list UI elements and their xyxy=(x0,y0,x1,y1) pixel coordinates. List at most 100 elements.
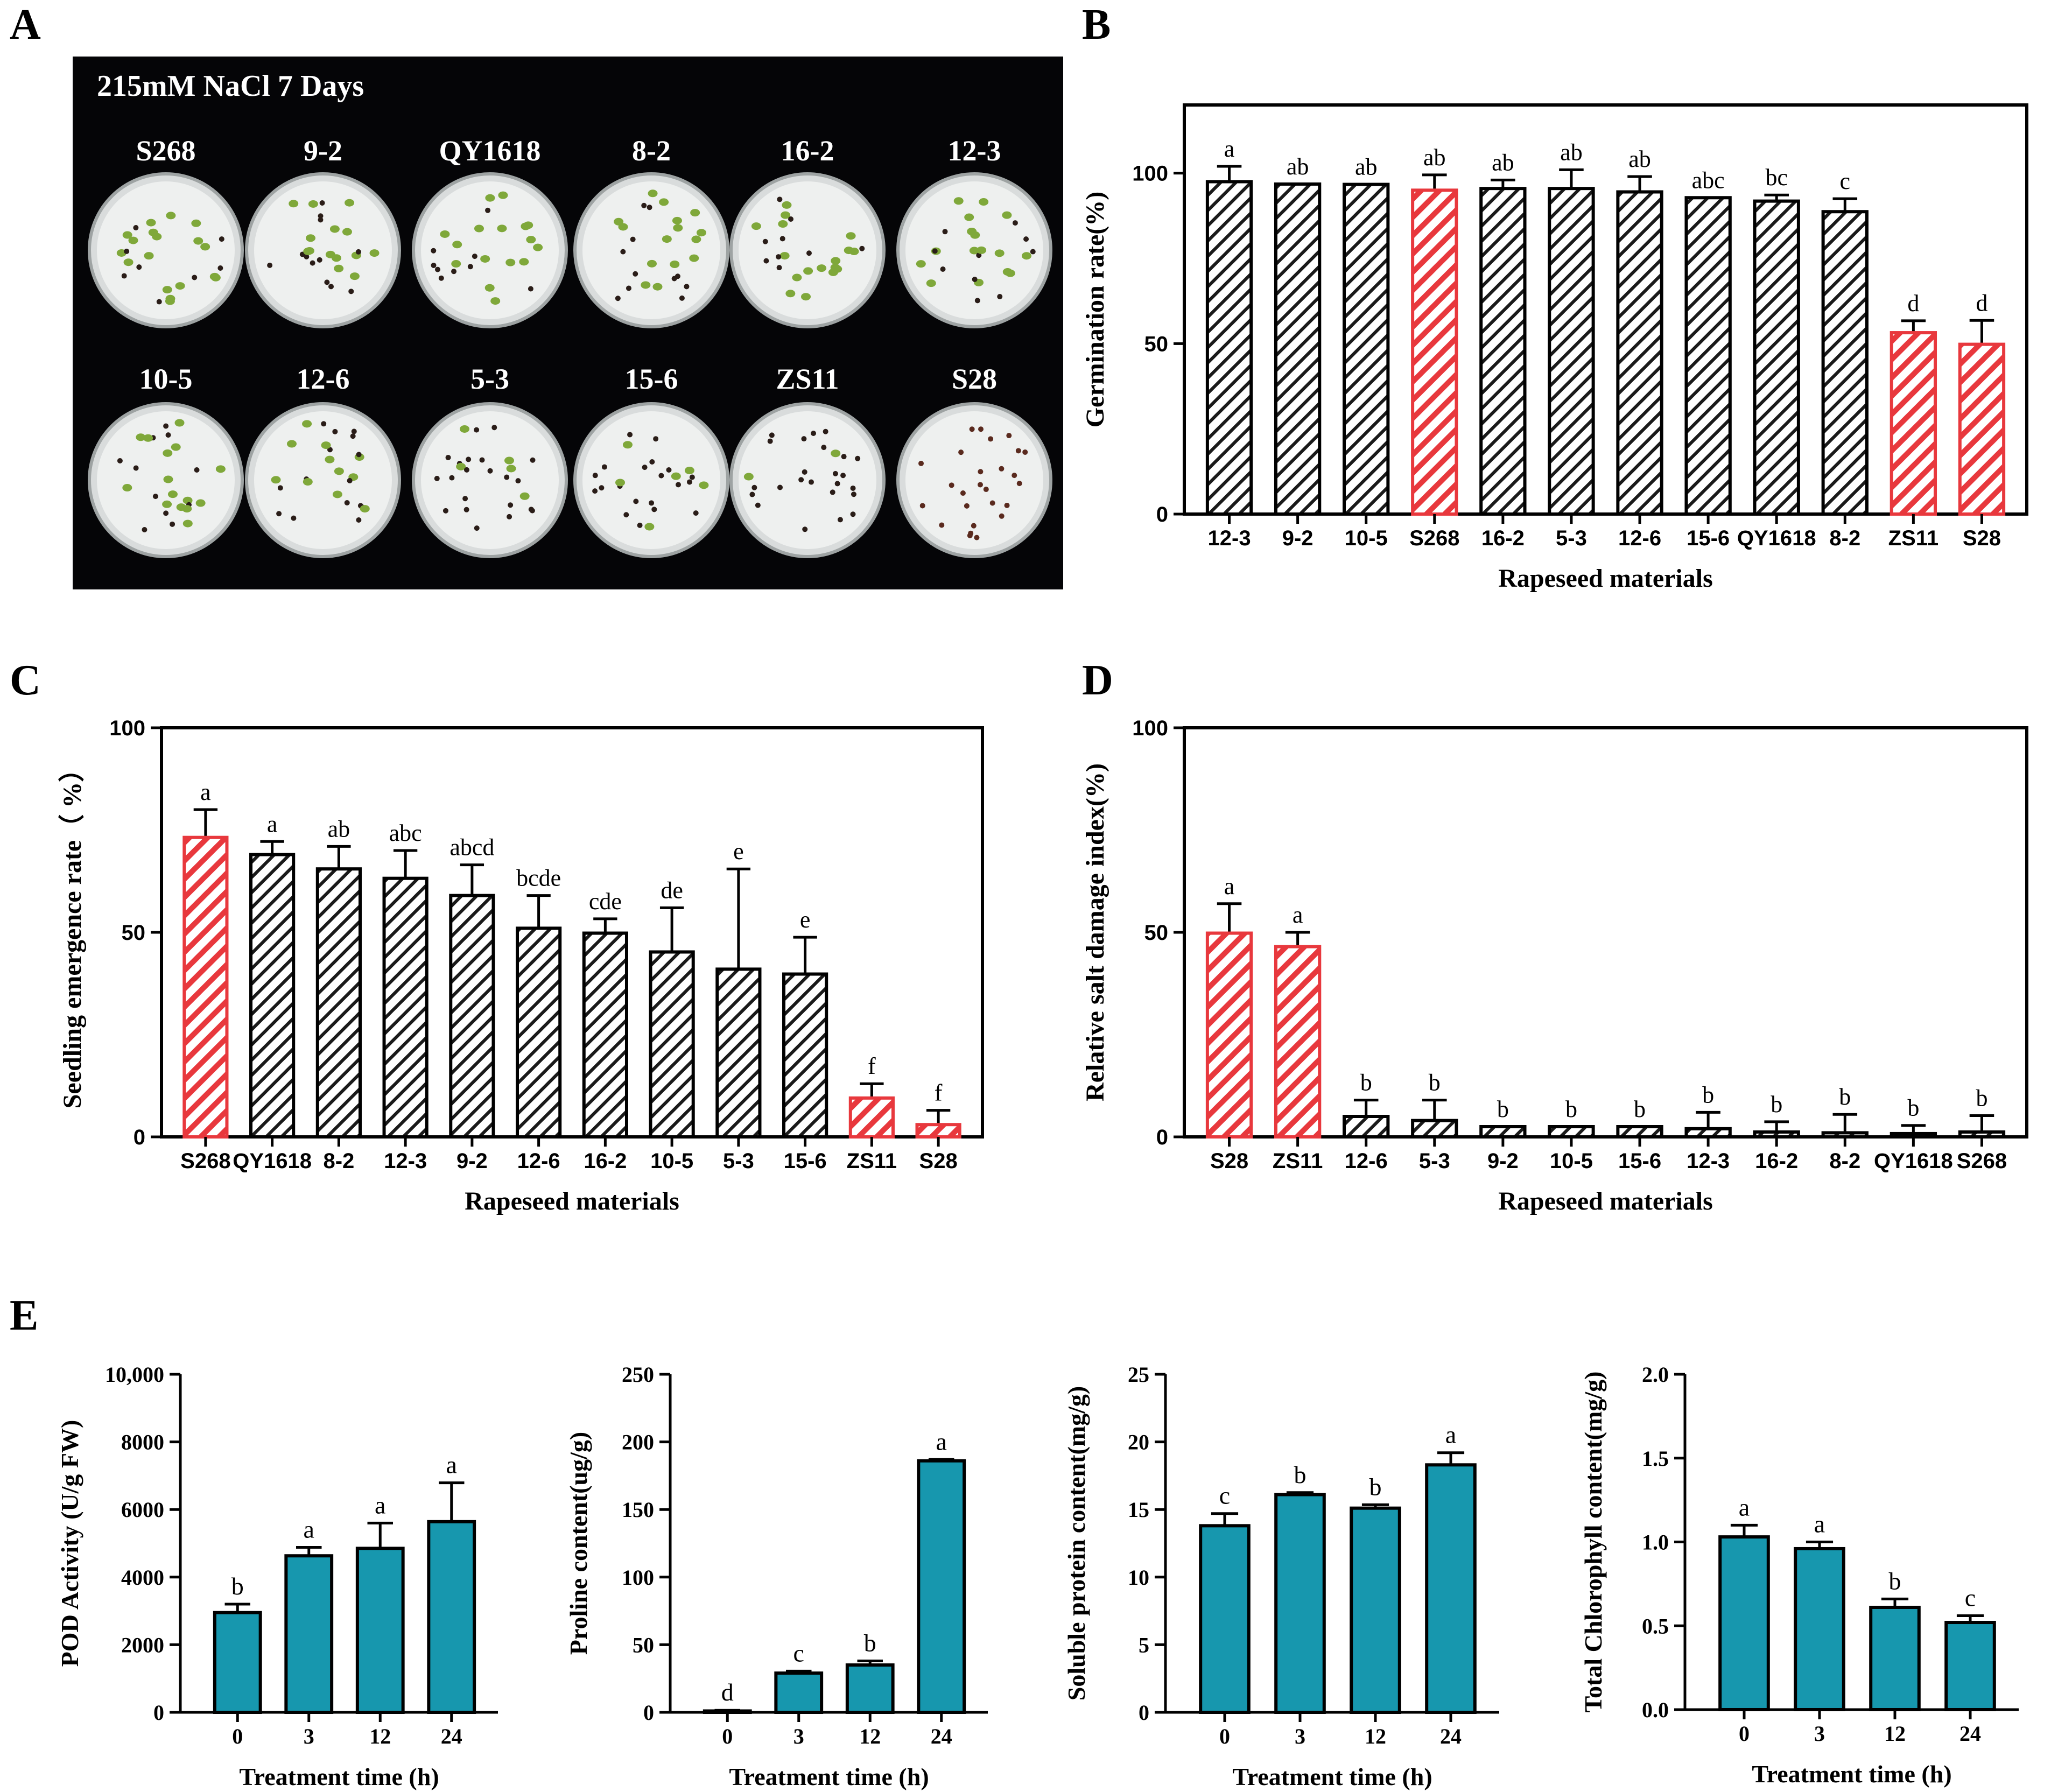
seedling xyxy=(210,273,221,282)
y-tick-label: 100 xyxy=(1132,162,1168,186)
bar xyxy=(449,894,495,1139)
seedling xyxy=(459,425,469,433)
x-tick-label: 12-6 xyxy=(1618,526,1661,550)
seedling xyxy=(519,258,529,266)
y-tick-label: 0 xyxy=(134,1126,145,1149)
seed xyxy=(988,436,994,442)
seed xyxy=(529,508,535,514)
seed xyxy=(592,473,598,479)
y-tick-label: 0 xyxy=(1156,503,1168,526)
seed xyxy=(788,216,794,222)
salt-damage-index-chart: 0 50 100 a S28 a ZS11 b 12-6 b 5-3 b 9-2 b 10-5 b 15-6 b 1… xyxy=(1081,716,2028,1215)
chlorophyll-content-chart: 0.0 0.5 1.0 1.5 2.0 a 0 a 3 b 12 c 24 Treatment time … xyxy=(1579,1362,2019,1788)
seed xyxy=(649,500,655,506)
x-tick-label: 16-2 xyxy=(1755,1149,1798,1173)
significance-letter: b xyxy=(1702,1081,1714,1108)
seedling xyxy=(485,194,495,202)
seed xyxy=(821,445,827,451)
seed xyxy=(832,470,838,476)
seed xyxy=(356,517,362,523)
seedling xyxy=(128,236,138,244)
dish-paper xyxy=(739,181,876,319)
seedling xyxy=(1002,211,1012,219)
y-tick-label: 0.5 xyxy=(1642,1614,1669,1638)
x-tick-label: 12-6 xyxy=(517,1149,560,1173)
significance-letter: bc xyxy=(1765,164,1788,191)
bar xyxy=(1274,182,1322,516)
x-axis-title: Treatment time (h) xyxy=(239,1763,439,1790)
seedling xyxy=(308,200,318,208)
x-tick-label: 12 xyxy=(1884,1721,1906,1746)
seed xyxy=(528,286,533,292)
seed xyxy=(466,456,472,462)
seed xyxy=(347,477,353,483)
seed xyxy=(277,485,283,491)
seedling xyxy=(302,420,312,428)
seed xyxy=(649,459,655,465)
y-tick-label: 25 xyxy=(1128,1362,1149,1387)
seed xyxy=(651,507,657,512)
seed xyxy=(972,276,978,282)
seedling xyxy=(964,213,974,221)
seedling xyxy=(123,258,134,266)
seedling xyxy=(699,481,709,489)
seedling xyxy=(652,283,663,291)
seed xyxy=(974,298,980,304)
seedling xyxy=(191,219,201,227)
seed xyxy=(658,473,664,479)
significance-letter: ab xyxy=(1287,153,1309,180)
seedling xyxy=(289,200,299,208)
seed xyxy=(686,479,692,485)
seed xyxy=(156,299,162,305)
seedling xyxy=(456,462,466,470)
seed xyxy=(474,427,480,433)
panel-letter-a: A xyxy=(10,1,41,48)
seedling xyxy=(691,235,701,243)
seedling xyxy=(144,252,154,260)
bar xyxy=(1944,1621,1996,1712)
seed xyxy=(633,498,639,504)
seedling xyxy=(662,235,672,243)
bar xyxy=(782,972,828,1139)
photo-label: S28 xyxy=(952,363,997,395)
petri-dish xyxy=(729,402,886,558)
dish-paper xyxy=(421,181,559,319)
seedling xyxy=(163,475,173,483)
dish-paper xyxy=(739,411,876,549)
significance-letter: f xyxy=(935,1080,943,1106)
seed xyxy=(217,265,223,271)
seedling xyxy=(817,264,827,272)
petri-dish xyxy=(245,402,401,558)
bar xyxy=(249,853,296,1139)
seedling xyxy=(329,225,340,233)
seed xyxy=(485,207,491,213)
seedling xyxy=(474,224,484,233)
seed xyxy=(855,455,861,461)
x-tick-label: ZS11 xyxy=(1888,526,1938,550)
x-tick-label: 12-3 xyxy=(1208,526,1251,550)
bar xyxy=(1869,1605,1921,1712)
y-tick-label: 15 xyxy=(1128,1498,1149,1522)
seed xyxy=(918,460,924,466)
seedling xyxy=(689,254,699,262)
seed xyxy=(163,423,169,429)
seedling xyxy=(162,500,172,508)
seed xyxy=(851,491,856,497)
seed xyxy=(978,426,984,432)
seed xyxy=(809,479,814,485)
seed xyxy=(841,454,847,460)
significance-letter: a xyxy=(1445,1421,1456,1449)
seed xyxy=(751,484,757,490)
seed xyxy=(117,458,123,463)
x-tick-label: 12-6 xyxy=(1345,1149,1388,1173)
seed xyxy=(356,452,362,458)
x-tick-label: 3 xyxy=(1295,1724,1305,1748)
significance-letter: abc xyxy=(1692,167,1725,193)
seedling xyxy=(792,273,802,282)
seed xyxy=(919,503,925,509)
dish-paper xyxy=(582,411,720,549)
seedling xyxy=(671,472,681,480)
x-tick-label: QY1618 xyxy=(233,1149,312,1173)
significance-letter: b xyxy=(1294,1461,1307,1488)
seedling xyxy=(644,523,655,531)
